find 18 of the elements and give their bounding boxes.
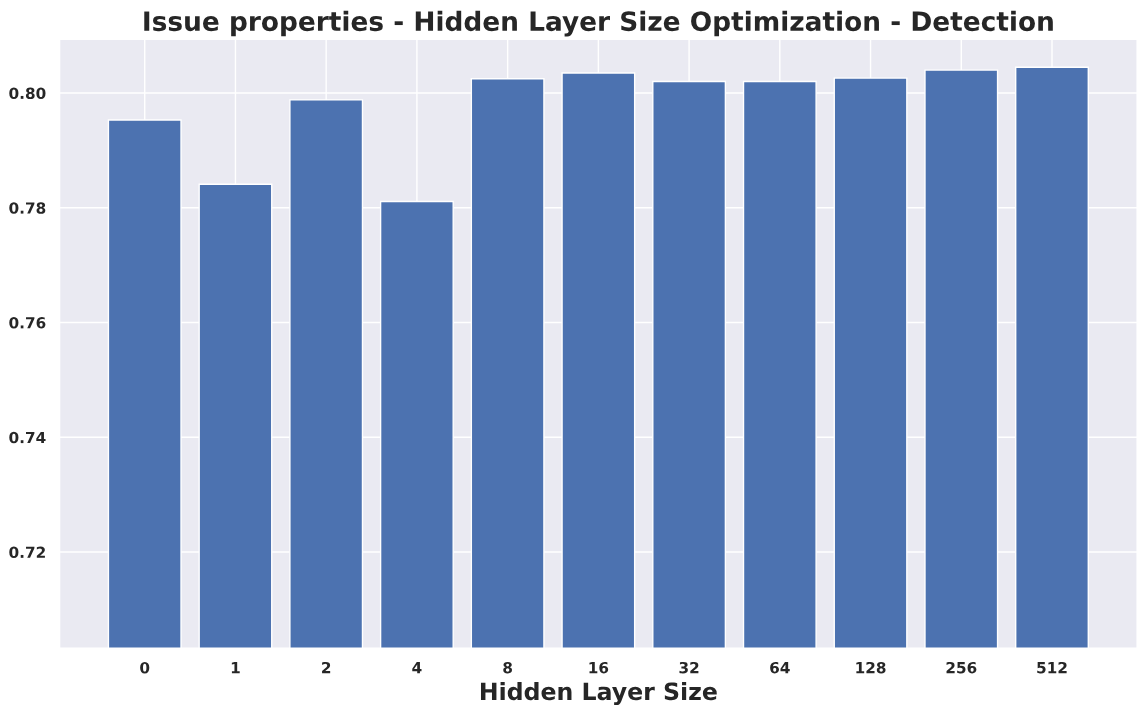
y-tick-label: 0.78 (9, 202, 46, 214)
x-tick-label: 8 (503, 661, 512, 674)
x-axis-title: Hidden Layer Size (481, 681, 717, 705)
x-tick-label: 16 (589, 661, 609, 674)
y-tick-label: 0.76 (9, 317, 46, 329)
chart-title: Issue properties - Hidden Layer Size Optimization - Detection (144, 10, 1053, 37)
y-tick-label: 0.74 (9, 431, 46, 444)
x-tick-label: 32 (679, 661, 699, 674)
y-tick-label: 0.72 (9, 546, 45, 559)
x-tick-label: 256 (946, 661, 977, 674)
x-tick-label: 1 (231, 662, 240, 674)
y-tick-label: 0.80 (9, 87, 46, 100)
x-tick-label: 0 (140, 661, 150, 674)
x-tick-label: 2 (322, 661, 331, 674)
x-tick-label: 4 (412, 662, 422, 674)
x-tick-label: 128 (856, 661, 886, 674)
x-tick-label: 64 (770, 661, 790, 674)
x-tick-label: 512 (1037, 661, 1067, 674)
